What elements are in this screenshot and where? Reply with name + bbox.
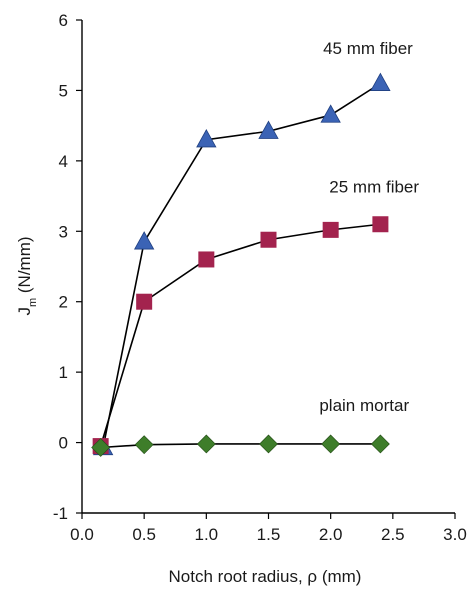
annotation-layer: 45 mm fiber 25 mm fiber plain mortar [319, 39, 419, 415]
series-line-45-mm-fiber [102, 82, 381, 448]
x-tick-label: 1.0 [195, 525, 219, 544]
y-tick-label: 0 [59, 434, 68, 453]
y-tick-label: 1 [59, 363, 68, 382]
series-label-45-mm-fiber: 45 mm fiber [323, 39, 413, 58]
series-plain-mortar [91, 434, 390, 457]
series-25-mm-fiber [92, 216, 389, 455]
data-point-diamond [321, 434, 341, 454]
data-point-square [198, 251, 215, 268]
series-label-plain-mortar: plain mortar [319, 396, 409, 415]
data-point-diamond [196, 434, 216, 454]
y-tick-label: 3 [59, 222, 68, 241]
data-point-diamond [370, 434, 390, 454]
y-axis-title-subscript: m [27, 298, 39, 307]
x-tick-label: 1.5 [257, 525, 281, 544]
y-tick-label: -1 [53, 504, 68, 523]
data-point-square [372, 216, 389, 233]
data-point-diamond [134, 435, 154, 455]
x-axis-title: Notch root radius, ρ (mm) [169, 567, 362, 586]
y-tick-label: 4 [59, 152, 68, 171]
data-point-square [322, 221, 339, 238]
data-point-triangle [320, 104, 341, 123]
data-point-diamond [259, 434, 278, 454]
axes: 0.0 0.5 1.0 1.5 2.0 2.5 3.0 -1 0 1 2 3 4 5 6 [53, 11, 467, 544]
data-point-square [136, 293, 153, 310]
x-tick-label: 2.5 [381, 525, 405, 544]
y-axis-title-unit: (N/mm) [15, 236, 34, 297]
data-point-triangle [133, 231, 155, 250]
y-tick-label: 5 [59, 81, 68, 100]
x-tick-label: 2.0 [319, 525, 343, 544]
data-point-triangle [258, 120, 279, 139]
y-axis-title-main: J [15, 307, 34, 316]
x-tick-label: 0.5 [132, 525, 156, 544]
y-tick-label: 2 [59, 293, 68, 312]
data-point-diamond [91, 438, 111, 457]
y-tick-label: 6 [59, 11, 68, 30]
series-label-25-mm-fiber: 25 mm fiber [329, 178, 419, 197]
x-tick-label: 3.0 [443, 525, 467, 544]
data-point-square [260, 231, 277, 248]
x-tick-label: 0.0 [70, 525, 94, 544]
series-line-25-mm-fiber [99, 223, 381, 447]
series-layer [91, 72, 391, 457]
data-point-triangle [370, 72, 391, 91]
y-axis-title: Jm (N/mm) [15, 236, 39, 315]
data-point-triangle [196, 128, 217, 148]
